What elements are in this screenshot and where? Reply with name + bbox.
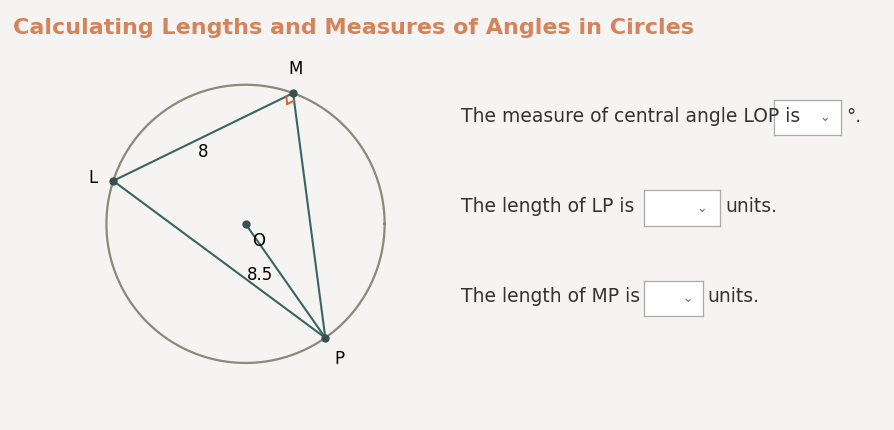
Text: 8.5: 8.5 (247, 266, 274, 284)
Text: L: L (89, 169, 97, 187)
Text: units.: units. (724, 197, 776, 216)
Text: M: M (289, 60, 303, 78)
Text: ⌄: ⌄ (682, 292, 693, 305)
Text: O: O (252, 231, 266, 249)
Text: °.: °. (846, 107, 861, 126)
Text: P: P (334, 350, 344, 368)
Text: ⌄: ⌄ (818, 111, 829, 124)
Text: The length of LP is: The length of LP is (460, 197, 634, 216)
Text: The length of MP is: The length of MP is (460, 287, 639, 306)
Text: 8: 8 (198, 143, 208, 160)
Text: ⌄: ⌄ (696, 202, 706, 215)
Text: The measure of central angle LOP is: The measure of central angle LOP is (460, 107, 799, 126)
Text: units.: units. (706, 287, 758, 306)
Text: Calculating Lengths and Measures of Angles in Circles: Calculating Lengths and Measures of Angl… (13, 18, 694, 38)
